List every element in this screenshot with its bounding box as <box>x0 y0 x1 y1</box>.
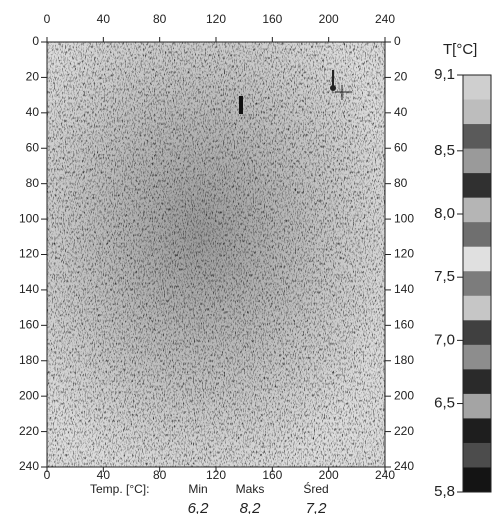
y-tick-label-right: 0 <box>394 34 401 48</box>
x-tick-label-bottom: 0 <box>44 468 51 482</box>
colorbar-band <box>463 271 491 297</box>
y-tick-label-left: 100 <box>19 211 39 225</box>
y-tick-label-left: 240 <box>19 459 39 473</box>
y-tick-label-right: 80 <box>394 176 408 190</box>
thermal-texture <box>47 42 385 467</box>
stats-name: Maks <box>236 482 265 496</box>
colorbar-tick-label: 7,0 <box>434 331 455 348</box>
stats-value: 6,2 <box>188 500 210 514</box>
y-tick-label-left: 80 <box>26 176 40 190</box>
y-tick-label-right: 200 <box>394 388 414 402</box>
colorbar-band <box>463 369 491 395</box>
colorbar: 9,1 8,5 8,0 7,5 7,0 6,5 5,8 <box>434 66 492 500</box>
x-tick-label-bottom: 80 <box>153 468 167 482</box>
x-tick-label-top: 0 <box>44 12 51 26</box>
x-tick-label-bottom: 120 <box>206 468 226 482</box>
colorbar-band <box>463 295 491 321</box>
marker <box>239 96 243 114</box>
x-tick-label-top: 80 <box>153 12 167 26</box>
y-tick-label-left: 220 <box>19 424 39 438</box>
y-tick-label-right: 240 <box>394 459 414 473</box>
stats-label: Temp. [°C]: <box>90 482 149 496</box>
stats-value: 7,2 <box>306 500 328 514</box>
stats-name: Min <box>188 482 207 496</box>
y-tick-label-right: 140 <box>394 282 414 296</box>
colorbar-tick-label: 7,5 <box>434 268 455 285</box>
y-tick-label-right: 100 <box>394 211 414 225</box>
colorbar-tick-label: 8,5 <box>434 142 455 159</box>
colorbar-tick-label: 6,5 <box>434 395 455 412</box>
colorbar-band <box>463 197 491 223</box>
x-tick-label-bottom: 160 <box>262 468 282 482</box>
x-tick-label-top: 40 <box>97 12 111 26</box>
colorbar-frame <box>462 74 492 493</box>
colorbar-band <box>463 442 491 468</box>
colorbar-band <box>463 418 491 444</box>
x-tick-label-bottom: 240 <box>375 468 395 482</box>
y-tick-label-left: 40 <box>26 105 40 119</box>
colorbar-title: T[°C] <box>443 41 477 58</box>
x-tick-label-top: 200 <box>319 12 339 26</box>
y-tick-label-right: 220 <box>394 424 414 438</box>
y-tick-label-right: 180 <box>394 353 414 367</box>
y-tick-label-right: 120 <box>394 247 414 261</box>
stats-value: 8,2 <box>240 500 262 514</box>
colorbar-band <box>463 99 491 125</box>
colorbar-band <box>463 75 491 101</box>
colorbar-tick-label: 5,8 <box>434 483 455 500</box>
colorbar-band <box>463 246 491 272</box>
colorbar-band <box>463 393 491 419</box>
y-tick-label-right: 20 <box>394 70 408 84</box>
colorbar-band <box>463 222 491 248</box>
colorbar-band <box>463 173 491 199</box>
colorbar-band <box>463 320 491 346</box>
x-tick-label-top: 160 <box>262 12 282 26</box>
y-tick-label-left: 120 <box>19 247 39 261</box>
y-tick-label-left: 200 <box>19 388 39 402</box>
x-tick-label-bottom: 200 <box>319 468 339 482</box>
y-tick-label-right: 40 <box>394 105 408 119</box>
colorbar-tick-label: 8,0 <box>434 205 455 222</box>
colorbar-band <box>463 467 491 493</box>
y-tick-label-left: 20 <box>26 70 40 84</box>
colorbar-band <box>463 344 491 370</box>
y-tick-label-right: 60 <box>394 140 408 154</box>
x-tick-label-top: 240 <box>375 12 395 26</box>
y-tick-label-right: 160 <box>394 318 414 332</box>
x-tick-label-bottom: 40 <box>97 468 111 482</box>
colorbar-tick-label: 9,1 <box>434 66 455 83</box>
y-tick-label-left: 180 <box>19 353 39 367</box>
thermometer-icon <box>330 70 352 100</box>
y-tick-label-left: 140 <box>19 282 39 296</box>
colorbar-band <box>463 148 491 174</box>
colorbar-band <box>463 124 491 150</box>
y-tick-label-left: 0 <box>32 34 39 48</box>
x-tick-label-top: 120 <box>206 12 226 26</box>
y-tick-label-left: 160 <box>19 318 39 332</box>
y-tick-label-left: 60 <box>26 140 40 154</box>
stats-name: Śred <box>303 481 328 496</box>
